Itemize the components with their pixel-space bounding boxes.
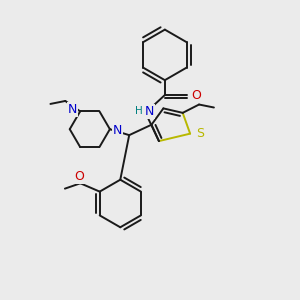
Text: O: O	[74, 170, 84, 183]
Text: S: S	[196, 127, 204, 140]
Text: N: N	[68, 103, 77, 116]
Text: H: H	[135, 106, 143, 116]
Text: O: O	[191, 88, 201, 101]
Text: N: N	[112, 124, 122, 137]
Text: N: N	[144, 105, 154, 118]
